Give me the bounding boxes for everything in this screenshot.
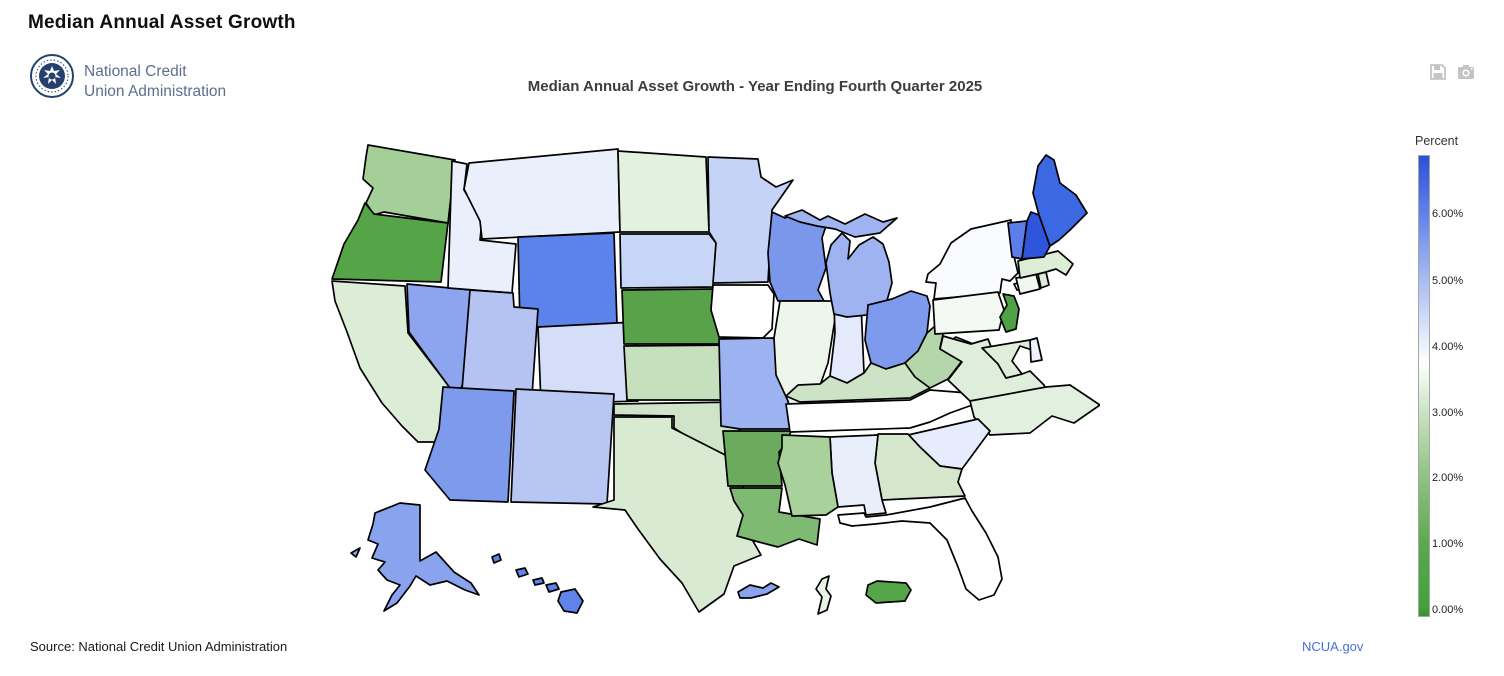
state-colorado[interactable] xyxy=(537,321,639,405)
source-text: Source: National Credit Union Administra… xyxy=(30,639,288,654)
state-hawaii-maui[interactable] xyxy=(545,582,560,593)
state-virginia[interactable] xyxy=(939,335,1047,402)
state-alaska-island[interactable] xyxy=(350,547,361,558)
state-mississippi[interactable] xyxy=(777,434,839,517)
state-oregon[interactable] xyxy=(331,202,449,283)
state-montana[interactable] xyxy=(463,148,621,240)
save-icon[interactable] xyxy=(1428,62,1448,82)
state-hawaii-oahu[interactable] xyxy=(515,567,529,578)
state-california[interactable] xyxy=(331,280,472,443)
colorbar-tick-label: 4.00% xyxy=(1432,341,1464,353)
colorbar-tick-label: 0.00% xyxy=(1432,604,1464,616)
colorbar-title: Percent xyxy=(1415,134,1459,148)
state-hawaii-kauai[interactable] xyxy=(491,553,502,564)
colorbar-tick-label: 1.00% xyxy=(1432,538,1464,550)
state-texas[interactable] xyxy=(592,416,762,613)
state-kentucky[interactable] xyxy=(785,362,931,403)
us-choropleth-map xyxy=(330,133,1100,628)
colorbar-tick-label: 3.00% xyxy=(1432,407,1464,419)
org-name: National Credit Union Administration xyxy=(84,62,226,102)
state-maine[interactable] xyxy=(1032,154,1088,247)
state-new-york[interactable] xyxy=(925,219,1019,300)
page-title: Median Annual Asset Growth xyxy=(28,12,296,33)
chart-toolbar xyxy=(1428,62,1476,82)
colorbar: Percent 6.00% 5.00% 4.00% 3.00% 2.00% 1.00% 0.… xyxy=(1413,134,1504,634)
colorbar-tick-label: 6.00% xyxy=(1432,208,1464,220)
state-pennsylvania[interactable] xyxy=(932,291,1005,335)
state-alaska[interactable] xyxy=(367,502,480,612)
camera-icon[interactable] xyxy=(1456,62,1476,82)
ncua-gov-link[interactable]: NCUA.gov xyxy=(1302,639,1364,654)
territory-guam[interactable] xyxy=(815,575,832,615)
state-washington[interactable] xyxy=(362,144,456,224)
state-hawaii-molokai[interactable] xyxy=(532,577,545,586)
state-louisiana[interactable] xyxy=(729,487,821,548)
colorbar-tick-label: 2.00% xyxy=(1432,472,1464,484)
org-name-line2: Union Administration xyxy=(84,82,227,100)
chart-title: Median Annual Asset Growth - Year Ending… xyxy=(527,78,983,95)
colorbar-ticks: 6.00% 5.00% 4.00% 3.00% 2.00% 1.00% 0.00% xyxy=(1432,155,1502,616)
state-minnesota[interactable] xyxy=(707,156,794,284)
ncua-seal-logo xyxy=(30,54,74,98)
state-delaware[interactable] xyxy=(1029,337,1043,363)
territory-us-virgin-islands[interactable] xyxy=(737,582,780,599)
colorbar-tick-label: 5.00% xyxy=(1432,275,1464,287)
state-hawaii-big-island[interactable] xyxy=(557,588,584,614)
state-florida[interactable] xyxy=(837,497,1003,601)
state-new-jersey[interactable] xyxy=(999,293,1020,333)
state-arizona[interactable] xyxy=(424,386,515,503)
state-tennessee[interactable] xyxy=(785,389,976,433)
state-south-dakota[interactable] xyxy=(619,233,717,289)
territory-puerto-rico[interactable] xyxy=(865,580,912,604)
state-michigan-upper[interactable] xyxy=(784,209,898,238)
state-new-mexico[interactable] xyxy=(510,388,615,505)
org-name-line1: National Credit xyxy=(84,63,187,80)
state-iowa[interactable] xyxy=(710,284,775,339)
colorbar-gradient xyxy=(1418,155,1430,617)
state-north-dakota[interactable] xyxy=(617,150,710,233)
